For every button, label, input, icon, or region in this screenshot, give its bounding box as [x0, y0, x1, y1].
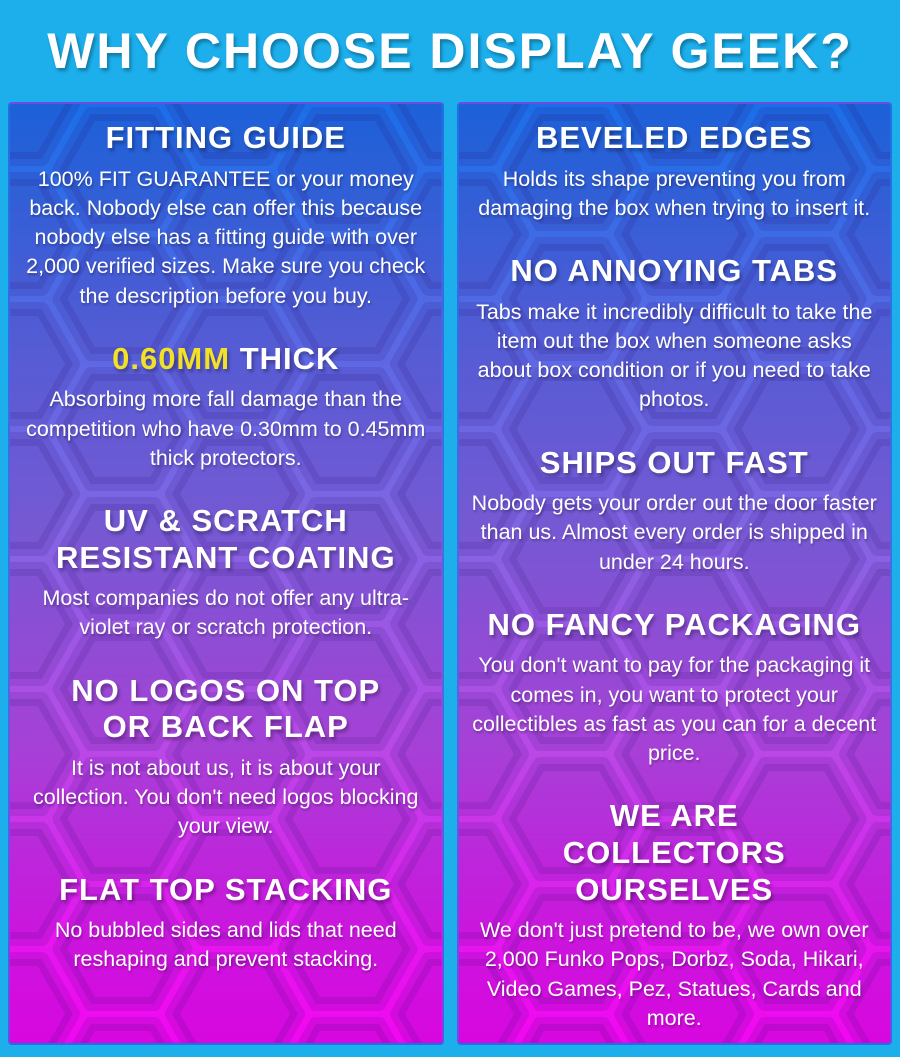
section-heading: BEVELED EDGES	[535, 120, 813, 155]
section-body: No bubbled sides and lids that need resh…	[54, 918, 397, 972]
section-heading: NO LOGOS ON TOP OR BACK FLAP	[71, 672, 381, 745]
section-body: You don't want to pay for the packaging …	[472, 653, 877, 766]
thickness-highlight: 0.60MM	[112, 340, 231, 376]
thickness-rest: THICK	[230, 340, 340, 376]
section-body: Nobody gets your order out the door fast…	[471, 491, 877, 574]
section-no-logos: NO LOGOS ON TOP OR BACK FLAP It is not a…	[22, 673, 430, 842]
section-heading: NO FANCY PACKAGING	[487, 606, 861, 642]
section-heading: NO ANNOYING TABS	[510, 253, 839, 289]
section-body: It is not about us, it is about your col…	[33, 755, 419, 839]
section-heading: UV & SCRATCH RESISTANT COATING	[55, 503, 396, 575]
section-ships-fast: SHIPS OUT FAST Nobody gets your order ou…	[471, 445, 879, 577]
section-body: Most companies do not offer any ultra-vi…	[42, 586, 410, 640]
section-heading: FLAT TOP STACKING	[59, 871, 393, 907]
section-no-packaging: NO FANCY PACKAGING You don't want to pay…	[471, 607, 879, 769]
section-heading: WE ARE COLLECTORS OURSELVES	[562, 798, 786, 907]
section-collectors: WE ARE COLLECTORS OURSELVES We don't jus…	[471, 798, 879, 1033]
section-beveled-edges: BEVELED EDGES Holds its shape preventing…	[471, 120, 879, 223]
section-body: We don't just pretend to be, we own over…	[479, 918, 869, 1030]
section-heading: SHIPS OUT FAST	[539, 444, 809, 480]
section-thickness: 0.60MM THICK Absorbing more fall damage …	[22, 341, 430, 473]
right-panel-content: BEVELED EDGES Holds its shape preventing…	[459, 104, 891, 1043]
section-heading: 0.60MM THICK	[22, 341, 430, 378]
right-panel: BEVELED EDGES Holds its shape preventing…	[456, 102, 892, 1046]
section-body: 100% FIT GUARANTEE or your money back. N…	[26, 166, 426, 308]
left-panel-content: FITTING GUIDE 100% FIT GUARANTEE or your…	[10, 104, 442, 985]
section-body: Tabs make it incredibly difficult to tak…	[476, 299, 873, 412]
section-no-tabs: NO ANNOYING TABS Tabs make it incredibly…	[471, 253, 879, 415]
section-flat-top: FLAT TOP STACKING No bubbled sides and l…	[22, 872, 430, 975]
section-body: Absorbing more fall damage than the comp…	[26, 387, 426, 470]
section-body: Holds its shape preventing you from dama…	[478, 166, 871, 220]
header-bar: WHY CHOOSE DISPLAY GEEK?	[0, 0, 900, 102]
page-title: WHY CHOOSE DISPLAY GEEK?	[47, 23, 853, 79]
content-columns: FITTING GUIDE 100% FIT GUARANTEE or your…	[0, 102, 900, 1057]
section-heading: FITTING GUIDE	[105, 120, 346, 155]
left-panel: FITTING GUIDE 100% FIT GUARANTEE or your…	[8, 102, 444, 1046]
section-fitting-guide: FITTING GUIDE 100% FIT GUARANTEE or your…	[22, 120, 430, 311]
section-uv-coating: UV & SCRATCH RESISTANT COATING Most comp…	[22, 503, 430, 643]
